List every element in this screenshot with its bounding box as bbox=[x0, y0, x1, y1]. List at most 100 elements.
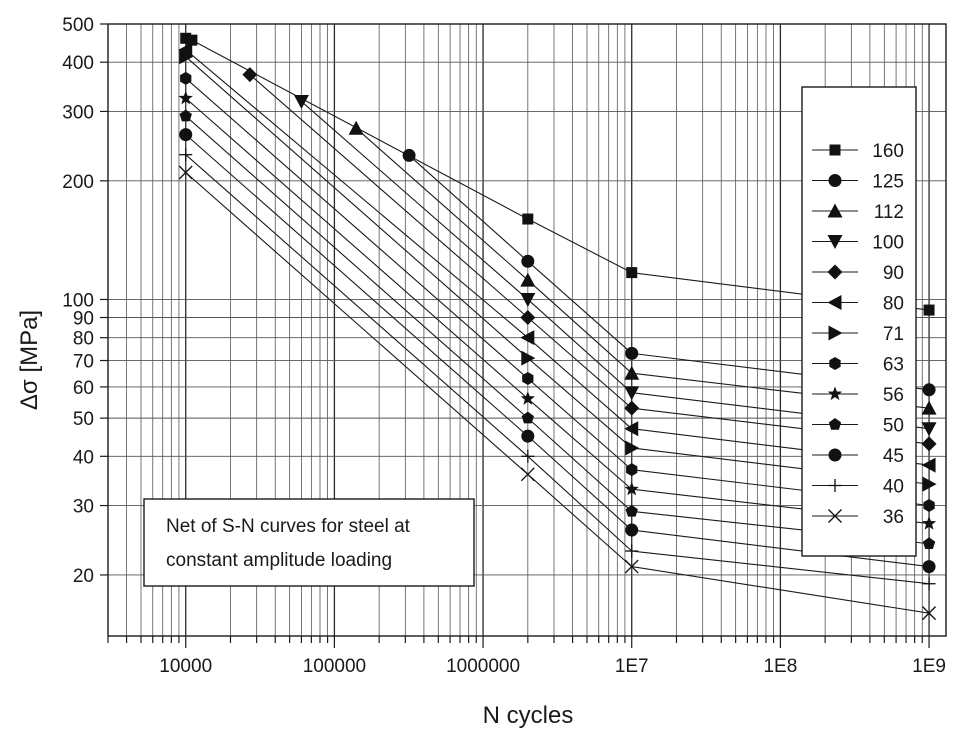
series-group bbox=[178, 32, 937, 621]
data-point-80 bbox=[520, 330, 535, 346]
data-point-125 bbox=[402, 148, 416, 162]
legend-label: 100 bbox=[872, 233, 904, 254]
data-point-56 bbox=[624, 481, 639, 496]
annotation-line-1: Net of S-N curves for steel at bbox=[166, 516, 411, 537]
data-point-160 bbox=[626, 267, 638, 279]
legend-marker bbox=[828, 325, 843, 341]
series-80 bbox=[178, 42, 936, 473]
legend-item-63: 63 bbox=[812, 355, 904, 376]
y-axis-title: Δσ [MPa] bbox=[16, 310, 43, 410]
legend-marker bbox=[829, 144, 841, 156]
legend-label: 160 bbox=[872, 141, 904, 162]
series-line-71 bbox=[185, 56, 930, 485]
series-63 bbox=[180, 71, 935, 513]
legend-frame bbox=[801, 86, 917, 557]
series-line-90 bbox=[249, 74, 930, 445]
legend-label: 50 bbox=[883, 416, 904, 437]
x-tick-label: 1E9 bbox=[912, 656, 946, 677]
y-tick-label: 90 bbox=[73, 309, 94, 330]
data-point-125 bbox=[922, 383, 936, 397]
plot-frame bbox=[107, 23, 947, 637]
legend-item-160: 160 bbox=[812, 141, 904, 162]
data-point-160 bbox=[923, 304, 935, 316]
legend-marker bbox=[828, 509, 842, 523]
data-point-71 bbox=[521, 350, 536, 366]
data-point-63 bbox=[626, 463, 638, 477]
data-point-50 bbox=[922, 537, 936, 550]
data-point-80 bbox=[178, 42, 193, 58]
data-point-40 bbox=[521, 449, 535, 463]
data-point-100 bbox=[624, 386, 640, 401]
data-point-71 bbox=[922, 476, 937, 492]
annotation-frame bbox=[143, 498, 475, 587]
axis-ticks: 10000 100000 1000000 1E7 1E8 1E9 500 400 300 200 1… bbox=[62, 15, 946, 677]
data-point-50 bbox=[179, 109, 192, 122]
series-line-36 bbox=[185, 172, 930, 614]
data-point-71 bbox=[625, 440, 640, 456]
x-tick-label: 1000000 bbox=[446, 656, 520, 677]
legend-label: 40 bbox=[883, 477, 904, 498]
y-tick-label: 500 bbox=[62, 15, 94, 36]
legend-item-80: 80 bbox=[812, 294, 904, 315]
series-125 bbox=[402, 148, 936, 397]
data-point-112 bbox=[921, 400, 937, 415]
series-line-40 bbox=[185, 154, 930, 585]
data-point-125 bbox=[625, 346, 639, 360]
y-tick-label: 200 bbox=[62, 172, 94, 193]
data-point-56 bbox=[520, 391, 535, 405]
data-point-80 bbox=[921, 457, 936, 473]
data-point-36 bbox=[624, 559, 639, 574]
legend-label: 125 bbox=[872, 172, 904, 193]
series-line-45 bbox=[185, 134, 930, 568]
data-point-45 bbox=[922, 560, 936, 574]
legend-item-125: 125 bbox=[812, 172, 904, 193]
series-50 bbox=[179, 109, 936, 550]
data-point-80 bbox=[624, 421, 639, 437]
series-line-125 bbox=[408, 155, 930, 391]
legend-label: 90 bbox=[883, 263, 904, 284]
data-point-36 bbox=[178, 165, 193, 180]
legend-label: 71 bbox=[883, 324, 904, 345]
x-tick-label: 1E8 bbox=[763, 656, 797, 677]
x-marker-b bbox=[624, 559, 639, 574]
data-point-50 bbox=[625, 504, 638, 517]
x-marker-b bbox=[178, 165, 193, 180]
series-71 bbox=[179, 49, 937, 492]
legend-marker bbox=[828, 418, 842, 430]
data-point-90 bbox=[624, 400, 640, 416]
data-point-56 bbox=[178, 90, 193, 105]
data-point-63 bbox=[923, 499, 935, 513]
legend-marker bbox=[827, 264, 843, 280]
legend-label: 112 bbox=[874, 202, 904, 223]
legend-item-56: 56 bbox=[812, 385, 904, 406]
legend-marker bbox=[827, 235, 843, 249]
x-tick-label: 10000 bbox=[159, 656, 212, 677]
data-point-56 bbox=[921, 516, 937, 530]
data-point-40 bbox=[625, 544, 639, 558]
data-point-160 bbox=[522, 213, 534, 225]
legend-label: 56 bbox=[883, 385, 904, 406]
y-tick-label: 80 bbox=[73, 329, 94, 350]
series-36 bbox=[178, 165, 937, 621]
legend-item-90: 90 bbox=[812, 263, 904, 284]
series-160 bbox=[180, 32, 935, 316]
legend-item-40: 40 bbox=[812, 477, 904, 498]
series-line-56 bbox=[185, 97, 930, 525]
data-point-40 bbox=[922, 577, 936, 591]
annotation-line-2: constant amplitude loading bbox=[166, 550, 392, 571]
data-point-63 bbox=[180, 71, 192, 85]
legend-item-50: 50 bbox=[812, 416, 904, 437]
legend-item-112: 112 bbox=[812, 202, 904, 223]
series-line-80 bbox=[185, 49, 930, 466]
data-point-45 bbox=[179, 128, 193, 142]
legend-item-45: 45 bbox=[812, 446, 904, 467]
legend-item-100: 100 bbox=[812, 233, 904, 254]
data-point-112 bbox=[520, 272, 536, 287]
legend-label: 36 bbox=[883, 507, 904, 528]
legend-marker bbox=[828, 479, 842, 492]
series-112 bbox=[348, 120, 937, 415]
data-point-90 bbox=[921, 436, 937, 452]
legend-marker bbox=[828, 448, 842, 462]
legend-label: 80 bbox=[883, 294, 904, 315]
